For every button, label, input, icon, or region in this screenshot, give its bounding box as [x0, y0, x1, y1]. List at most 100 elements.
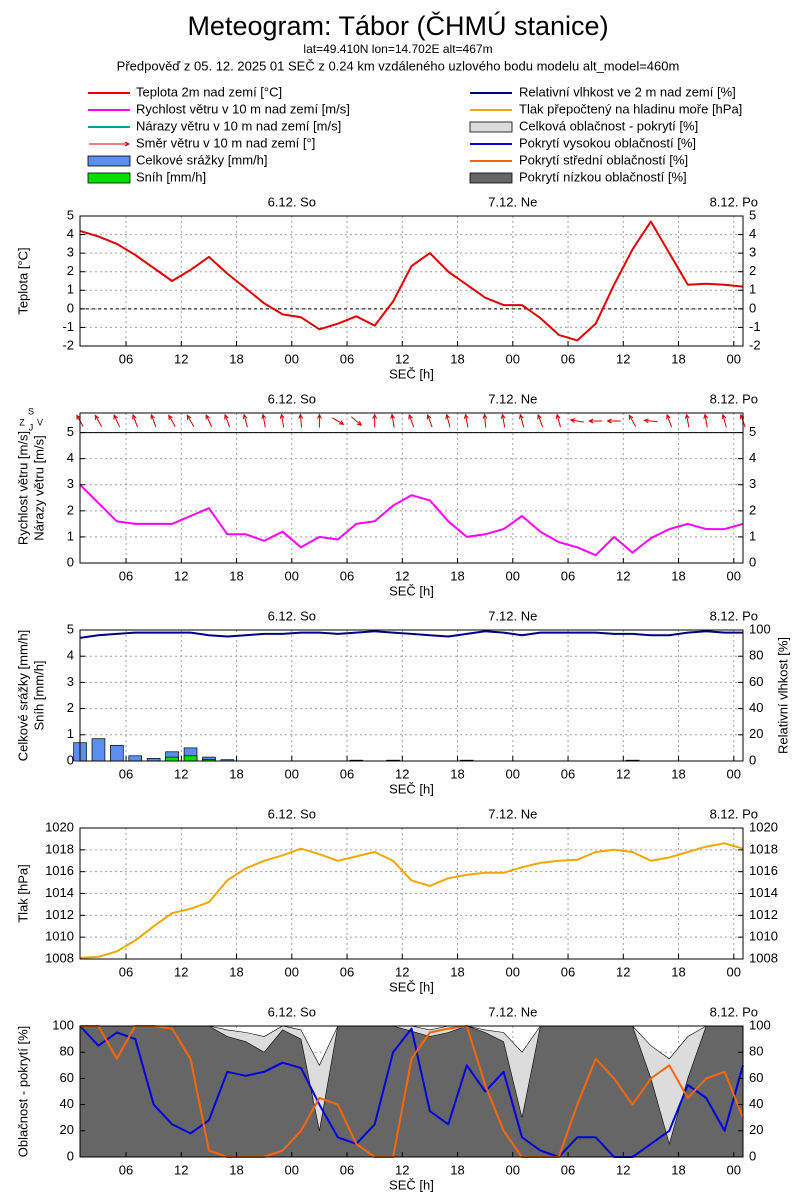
x-axis-label: SEČ [h]	[389, 1177, 434, 1192]
series-line	[79, 483, 744, 557]
x-tick-label: 06	[340, 1162, 354, 1177]
y-tick-label: 1	[67, 528, 74, 543]
legend-label: Rychlost větru v 10 m nad zemí [m/s]	[136, 101, 350, 116]
legend-swatch	[469, 121, 513, 133]
panel: 06 12 18 00 06 12 18 00 06 12 18 006.12. So 7.12. Ne…	[15, 1004, 770, 1192]
x-tick-label: 18	[450, 964, 464, 979]
plot-frame	[79, 412, 744, 564]
legend-item: Pokrytí vysokou oblačností [%]	[470, 135, 696, 150]
bar	[183, 755, 198, 762]
x-tick-label: 12	[174, 964, 188, 979]
wind-arrow	[390, 413, 396, 428]
wind-arrow	[703, 413, 709, 428]
y-tick-label: 2	[67, 700, 74, 715]
x-tick-label: 06	[340, 568, 354, 583]
legend-item: Celková oblačnost - pokrytí [%]	[469, 118, 698, 133]
x-tick-label: 12	[616, 351, 630, 366]
y2-tick-label: 20	[749, 726, 763, 741]
x-tick-label: 00	[285, 568, 299, 583]
compass-west: Z	[19, 417, 25, 427]
y-tick-label: 1	[67, 282, 74, 297]
y-tick-label-right: 100	[749, 1017, 771, 1032]
wind-arrow	[186, 414, 195, 427]
wind-arrow	[426, 413, 433, 428]
y-tick-label: 5	[67, 424, 74, 439]
legend-item: Směr větru v 10 m nad zemí [°]	[89, 135, 315, 150]
x-tick-label: 06	[119, 351, 133, 366]
y-tick-label-right: -2	[749, 337, 761, 352]
y-tick-label-right: 5	[749, 207, 756, 222]
x-axis-label: SEČ [h]	[389, 583, 434, 598]
y-tick-label-right: 1010	[749, 929, 778, 944]
y-tick-label-right: 0	[749, 554, 756, 569]
legend-swatch	[87, 155, 131, 167]
compass-south: J	[29, 422, 34, 432]
axes: 06 12 18 00 06 12 18 00 06 12 18 006.12. So 7.12. Ne…	[15, 1004, 770, 1192]
y-tick-label-right: 1	[749, 528, 756, 543]
axes: 06 12 18 00 06 12 18 00 06 12 18 006.12. So 7.12. Ne…	[15, 608, 790, 796]
wind-arrow	[463, 413, 469, 428]
y-tick-label: 1020	[45, 819, 74, 834]
wind-arrow	[588, 418, 603, 424]
x-tick-label: 12	[395, 351, 409, 366]
x-tick-label: 00	[506, 351, 520, 366]
y-tick-label: 0	[67, 752, 74, 767]
panel: 06 12 18 00 06 12 18 00 06 12 18 006.12. So 7.12. Ne…	[15, 806, 777, 994]
wind-arrow	[261, 413, 267, 428]
y2-tick-label: 40	[749, 700, 763, 715]
legend-item: Nárazy větru v 10 m nad zemí [m/s]	[88, 118, 341, 133]
x-tick-label: 00	[506, 766, 520, 781]
y-tick-label: 5	[67, 207, 74, 222]
y2-axis-label: Relativní vlhkost [%]	[775, 637, 790, 754]
y-axis-label: Oblačnost - pokrytí [%]	[15, 1026, 30, 1158]
y-tick-label-right: 3	[749, 476, 756, 491]
y-tick-label-right: 1016	[749, 863, 778, 878]
y-tick-label-right: 1018	[749, 841, 778, 856]
x-tick-label: 18	[671, 568, 685, 583]
x-tick-label: 18	[450, 766, 464, 781]
x-tick-label: 18	[671, 351, 685, 366]
series-line	[79, 842, 744, 959]
y-tick-label-right: 1008	[749, 950, 778, 965]
y-axis-label: Rychlost větru [m/s]	[15, 431, 30, 545]
y-tick-label: 1	[67, 726, 74, 741]
x-tick-label: 06	[340, 964, 354, 979]
axes: 06 12 18 00 06 12 18 00 06 12 18 006.12. So 7.12. Ne…	[15, 391, 758, 598]
day-label: 8.12. Po	[710, 391, 758, 406]
series-line	[79, 220, 744, 342]
x-tick-label: 12	[616, 964, 630, 979]
x-tick-label: 06	[561, 766, 575, 781]
legend-swatch	[89, 141, 131, 147]
x-tick-label: 12	[174, 766, 188, 781]
legend-item: Relativní vlhkost ve 2 m nad zemí [%]	[470, 84, 736, 99]
y-tick-label: -2	[62, 337, 74, 352]
x-tick-label: 12	[616, 766, 630, 781]
y2-tick-label: 0	[749, 752, 756, 767]
day-label: 6.12. So	[268, 806, 316, 821]
y2-tick-label: 100	[749, 621, 771, 636]
y-tick-label: 0	[67, 1148, 74, 1163]
day-label: 8.12. Po	[710, 806, 758, 821]
legend-label: Pokrytí nízkou oblačností [%]	[519, 169, 687, 184]
y-axis-label: Sníh [mm/h]	[31, 660, 46, 730]
y-tick-label: 60	[60, 1070, 74, 1085]
x-tick-label: 18	[229, 766, 243, 781]
wind-arrow	[205, 414, 213, 428]
y-tick-label-right: 60	[749, 1070, 763, 1085]
wind-arrow	[482, 413, 488, 428]
day-label: 6.12. So	[268, 1004, 316, 1019]
wind-arrow	[721, 413, 727, 428]
y-tick-label-right: 1014	[749, 885, 778, 900]
bar	[128, 755, 143, 762]
x-tick-label: 00	[506, 1162, 520, 1177]
y2-tick-label: 80	[749, 648, 763, 663]
y-tick-label: -1	[62, 319, 74, 334]
y-tick-label: 1008	[45, 950, 74, 965]
x-tick-label: 12	[174, 1162, 188, 1177]
y-tick-label: 4	[67, 648, 74, 663]
wind-arrow	[298, 413, 304, 428]
y-tick-label-right: 2	[749, 502, 756, 517]
x-tick-label: 12	[616, 568, 630, 583]
x-tick-label: 06	[340, 766, 354, 781]
legend-swatch	[87, 172, 131, 184]
